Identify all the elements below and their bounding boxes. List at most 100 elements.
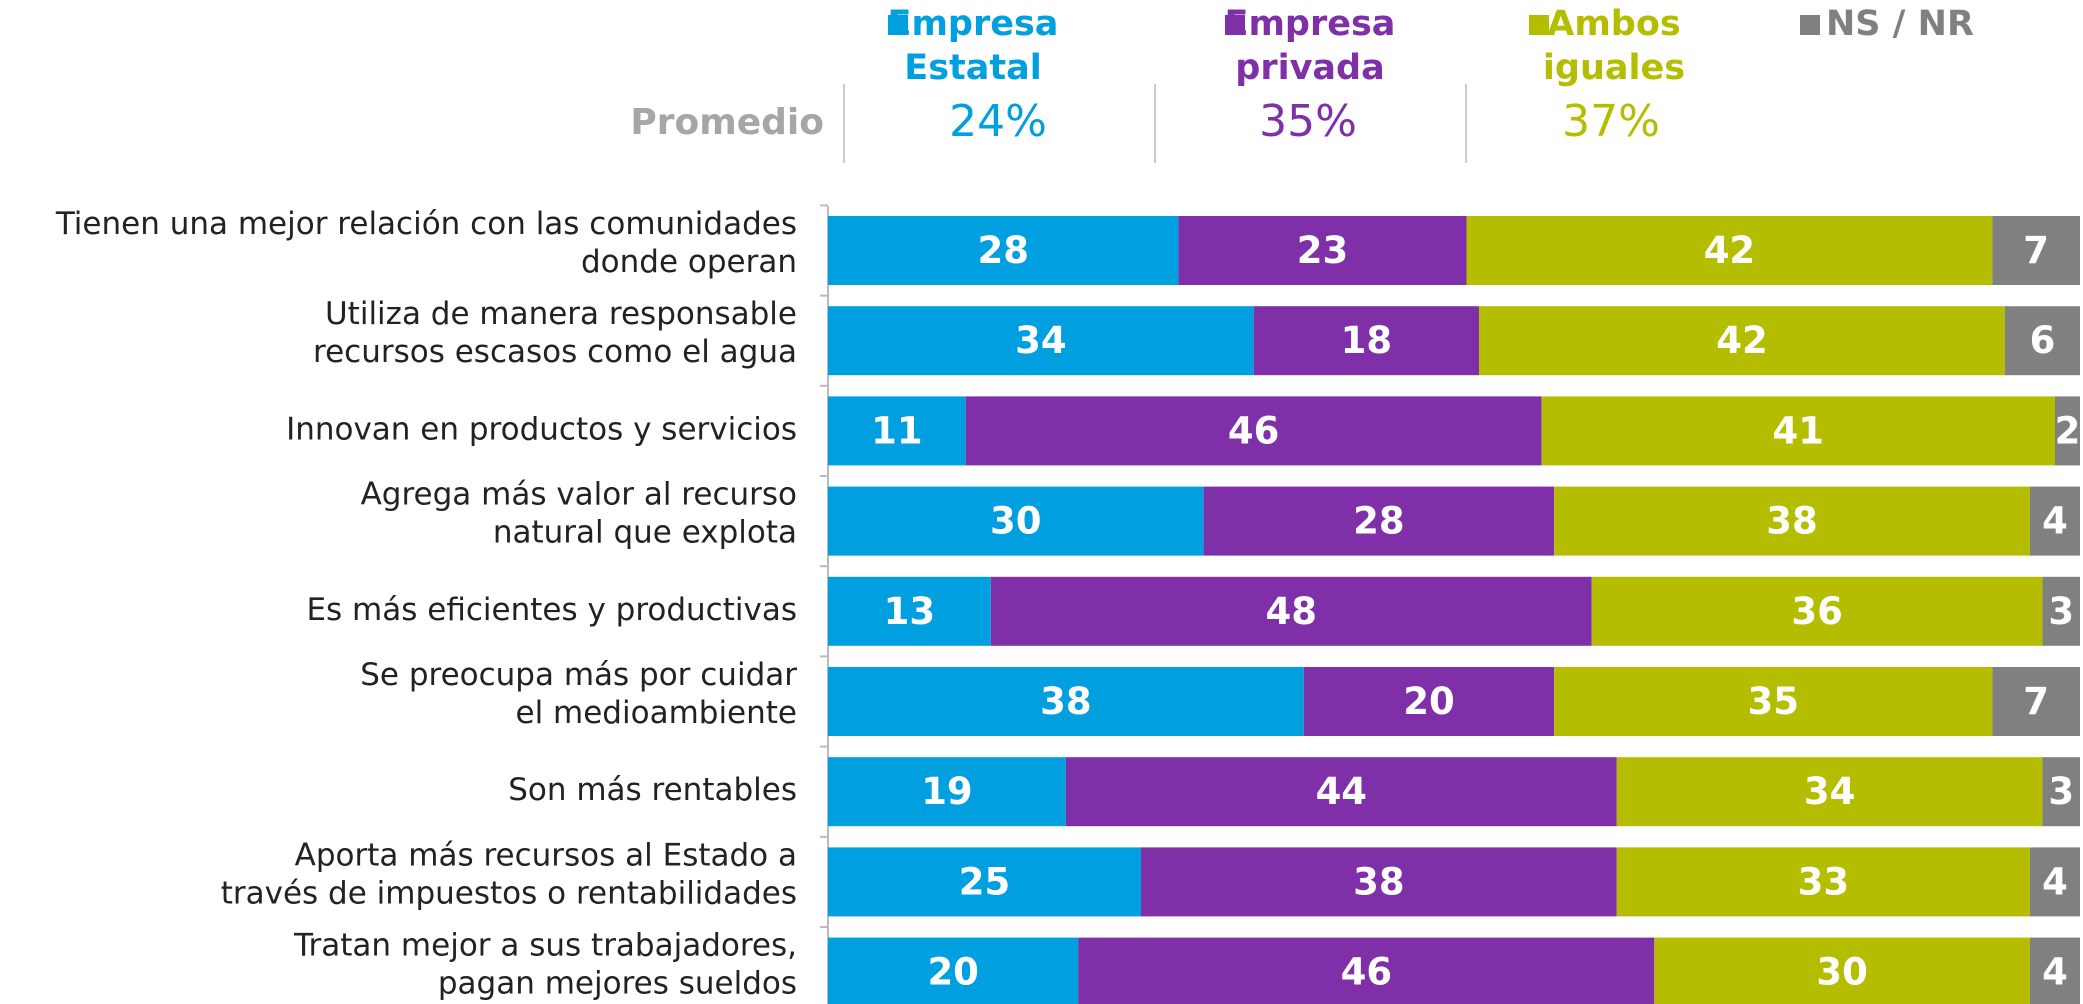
- data-label: 30: [990, 500, 1042, 543]
- legend-swatch: [1225, 15, 1245, 35]
- bar-segment: [2042, 576, 2080, 646]
- data-label: 25: [959, 860, 1011, 903]
- bar-segment: [1303, 667, 1555, 736]
- legend-label: Empresa privada: [1224, 4, 1396, 88]
- legend-label: Ambos iguales: [1542, 4, 1686, 88]
- category-label: donde operan: [581, 244, 797, 280]
- bar-segment: [1591, 576, 2043, 646]
- data-label: 33: [1798, 860, 1850, 903]
- category-label: Innovan en productos y servicios: [286, 411, 797, 447]
- bar-segment: [2042, 757, 2080, 827]
- bar-segment: [1078, 937, 1655, 1004]
- category-label: pagan mejores sueldos: [438, 966, 797, 1002]
- bar-segment: [1992, 667, 2080, 736]
- data-label: 18: [1341, 319, 1393, 362]
- category-label: Aporta más recursos al Estado a: [295, 837, 797, 873]
- category-label: Tratan mejor a sus trabajadores,: [293, 928, 797, 964]
- data-label: 3: [2048, 590, 2074, 633]
- bar-segment: [2029, 847, 2080, 917]
- data-label: 34: [1015, 319, 1067, 362]
- bar-segment: [1554, 667, 1993, 736]
- data-label: 48: [1265, 590, 1317, 633]
- category-label: Se preocupa más por cuidar: [360, 657, 797, 693]
- category-label: recursos escasos como el agua: [313, 334, 797, 370]
- data-label: 4: [2042, 500, 2068, 543]
- category-label: natural que explota: [493, 515, 797, 551]
- data-label: 19: [921, 770, 973, 813]
- data-label: 28: [1353, 500, 1405, 543]
- category-label: Utiliza de manera responsable: [325, 296, 797, 332]
- bar-segment: [2029, 486, 2080, 556]
- bar-segment: [2054, 396, 2080, 466]
- bar-segment: [828, 757, 1066, 827]
- bar-segment: [828, 937, 1079, 1004]
- legend-swatch: [1529, 15, 1549, 35]
- bar-segment: [828, 667, 1304, 736]
- data-label: 34: [1804, 770, 1856, 813]
- legend-swatch: [1800, 15, 1820, 35]
- bar-segment: [1466, 216, 1993, 285]
- bar-segment: [2004, 306, 2080, 376]
- data-label: 4: [2042, 860, 2068, 903]
- bar-segment: [1541, 396, 2055, 466]
- data-label: 2: [2055, 409, 2081, 452]
- bar-segment: [965, 396, 1542, 466]
- data-label: 7: [2023, 680, 2049, 723]
- legend-label: Empresa Estatal: [887, 4, 1059, 88]
- data-label: 38: [1040, 680, 1092, 723]
- data-label: 7: [2023, 229, 2049, 272]
- bar-segment: [1654, 937, 2030, 1004]
- bar-segment: [1616, 757, 2043, 827]
- data-label: 41: [1773, 409, 1825, 452]
- category-label: el medioambiente: [516, 695, 798, 731]
- bar-segment: [1479, 306, 2005, 376]
- bar-segment: [828, 216, 1179, 285]
- bar-segment: [1203, 486, 1555, 556]
- average-value: 37%: [1562, 96, 1660, 147]
- category-label: través de impuestos o rentabilidades: [221, 875, 797, 911]
- category-label: Agrega más valor al recurso: [361, 477, 797, 513]
- bar-segment: [828, 576, 991, 646]
- data-label: 46: [1341, 951, 1393, 994]
- data-label: 20: [1403, 680, 1455, 723]
- data-label: 30: [1816, 951, 1868, 994]
- bar-segment: [1141, 847, 1617, 917]
- bar-segment: [1065, 757, 1617, 827]
- data-label: 42: [1716, 319, 1768, 362]
- data-label: 35: [1748, 680, 1800, 723]
- data-label: 38: [1766, 500, 1818, 543]
- bar-segment: [828, 306, 1254, 376]
- data-label: 4: [2042, 951, 2068, 994]
- bar-segment: [828, 486, 1204, 556]
- data-label: 6: [2030, 319, 2056, 362]
- data-label: 11: [871, 409, 923, 452]
- average-value: 24%: [949, 96, 1047, 147]
- bar-segment: [2029, 937, 2080, 1004]
- bar-segment: [828, 847, 1141, 917]
- category-label: Es más eficientes y productivas: [306, 592, 797, 628]
- data-label: 23: [1297, 229, 1349, 272]
- category-label: Tienen una mejor relación con las comuni…: [55, 206, 797, 242]
- legend-swatch: [888, 15, 908, 35]
- bar-segment: [990, 576, 1592, 646]
- category-label: Son más rentables: [508, 772, 797, 808]
- legend-label: NS / NR: [1826, 4, 1974, 44]
- data-label: 20: [927, 951, 979, 994]
- bar-segment: [1992, 216, 2080, 285]
- data-label: 46: [1228, 409, 1280, 452]
- bar-segment: [828, 396, 966, 466]
- data-label: 42: [1704, 229, 1756, 272]
- bar-segment: [1253, 306, 1480, 376]
- data-label: 38: [1353, 860, 1405, 903]
- data-label: 36: [1791, 590, 1843, 633]
- data-label: 3: [2048, 770, 2074, 813]
- bar-segment: [1178, 216, 1467, 285]
- data-label: 13: [884, 590, 936, 633]
- average-value: 35%: [1259, 96, 1357, 147]
- bar-segment: [1554, 486, 2030, 556]
- average-label: Promedio: [630, 102, 824, 143]
- data-label: 44: [1316, 770, 1368, 813]
- bar-segment: [1616, 847, 2030, 917]
